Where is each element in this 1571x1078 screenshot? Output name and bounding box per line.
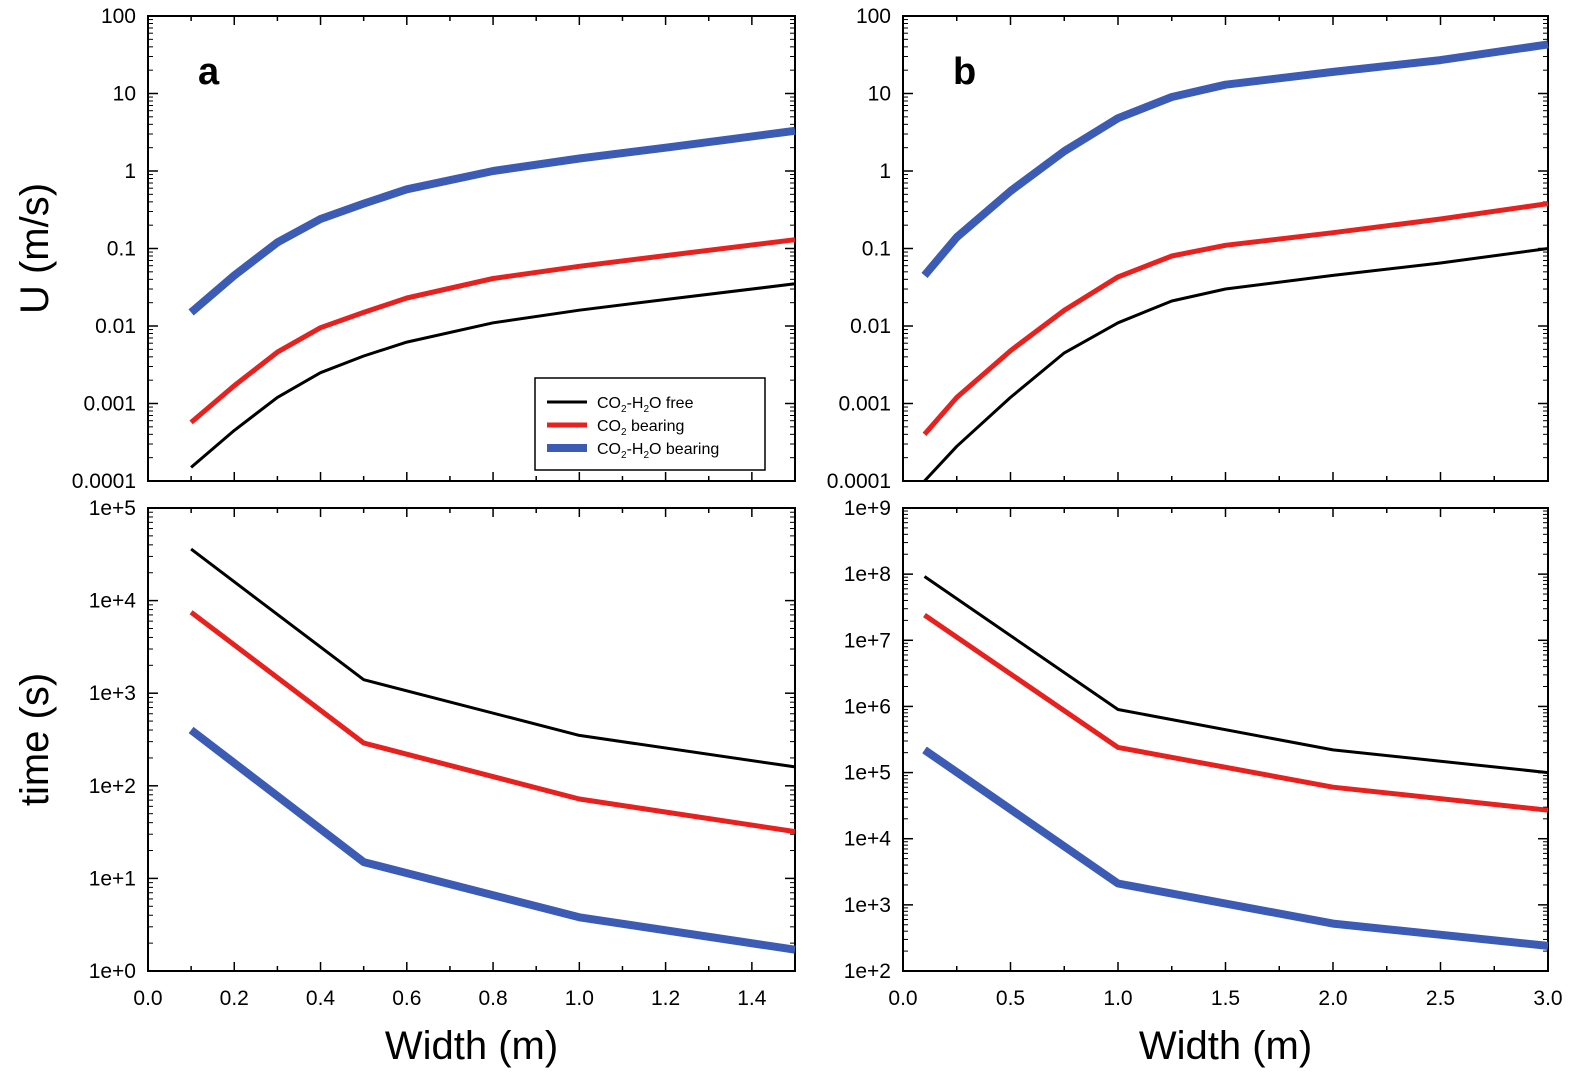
y-tick-label: 1e+5 <box>89 497 136 520</box>
y-tick-label: 1 <box>124 160 136 183</box>
series-line-co2h2o <box>921 40 1549 278</box>
y-tick-label: 100 <box>856 5 891 28</box>
y-tick-label: 1e+9 <box>844 497 891 520</box>
y-tick-label: 1e+7 <box>844 629 891 652</box>
legend-subscript: 2 <box>621 404 627 415</box>
x-tick-label: 0.0 <box>888 987 917 1010</box>
series-line-free <box>923 247 1549 483</box>
legend-subscript: 2 <box>621 427 627 438</box>
y-axis-title: time (s) <box>13 673 57 806</box>
legend-subscript: 2 <box>643 404 649 415</box>
y-tick-label: 10 <box>113 83 136 106</box>
y-tick-label: 1e+5 <box>844 762 891 785</box>
series-line-co2 <box>189 237 796 425</box>
x-tick-label: 1.5 <box>1211 987 1240 1010</box>
legend-text-part: CO <box>597 418 621 435</box>
y-axis-title: U (m/s) <box>13 183 57 314</box>
legend-text-part: CO <box>597 441 621 458</box>
y-tick-label: 100 <box>101 5 136 28</box>
legend-text-part: O bearing <box>649 441 719 458</box>
y-tick-label: 0.0001 <box>72 470 136 493</box>
legend-text-part: O free <box>649 395 694 412</box>
series-line-free <box>190 282 796 469</box>
series-line-free <box>190 547 796 769</box>
y-tick-label: 1e+3 <box>844 894 891 917</box>
panel-letter: a <box>198 51 220 93</box>
panel-letter: b <box>953 51 976 93</box>
y-tick-label: 1e+4 <box>89 590 137 613</box>
y-tick-label: 1e+3 <box>89 682 136 705</box>
panel-b-top: 0.0001 0.001 0.01 0.1 1 10 100 b <box>827 5 1549 493</box>
y-tick-label: 0.1 <box>107 238 136 261</box>
y-tick-label: 1e+8 <box>844 563 891 586</box>
y-tick-label: 1e+2 <box>89 775 136 798</box>
panel-b-bottom: 0.0 0.5 1.0 1.5 2.0 2.5 3.0 1e+2 1e+3 1e+4 1e+5 1e+… <box>844 497 1563 1068</box>
x-tick-label: 2.0 <box>1318 987 1347 1010</box>
x-tick-label: 1.4 <box>737 987 767 1010</box>
x-tick-label: 1.0 <box>565 987 594 1010</box>
legend-text-part: -H <box>627 441 644 458</box>
panel-a-bottom: 0.0 0.2 0.4 0.6 0.8 1.0 1.2 1.4 1e+0 1e+1 1e+2 1e+3… <box>13 497 796 1068</box>
x-axis-title: Width (m) <box>1139 1024 1312 1068</box>
legend-label-co2h2o: CO2-H2O bearing <box>597 441 719 461</box>
legend-text-part: -H <box>627 395 644 412</box>
x-tick-label: 0.0 <box>133 987 162 1010</box>
series-line-co2h2o <box>922 746 1549 950</box>
y-tick-label: 0.0001 <box>827 470 891 493</box>
legend-subscript: 2 <box>643 450 649 461</box>
series-line-co2h2o <box>188 126 796 316</box>
y-tick-label: 1 <box>879 160 891 183</box>
x-tick-label: 3.0 <box>1533 987 1562 1010</box>
y-tick-label: 0.001 <box>838 393 891 416</box>
y-tick-label: 1e+0 <box>89 960 136 983</box>
x-tick-label: 1.0 <box>1103 987 1132 1010</box>
x-tick-label: 0.8 <box>478 987 507 1010</box>
x-axis-title: Width (m) <box>385 1024 558 1068</box>
series-line-co2h2o <box>188 726 796 954</box>
y-tick-label: 10 <box>868 83 891 106</box>
legend-text-part: bearing <box>627 418 685 435</box>
y-tick-label: 0.01 <box>850 315 891 338</box>
x-tick-label: 1.2 <box>651 987 680 1010</box>
x-tick-label: 0.5 <box>996 987 1025 1010</box>
legend-subscript: 2 <box>621 450 627 461</box>
legend-label-free: CO2-H2O free <box>597 395 694 415</box>
series-line-free <box>923 575 1549 775</box>
y-tick-label: 1e+1 <box>89 867 136 890</box>
series-line-co2 <box>189 610 796 835</box>
x-tick-label: 2.5 <box>1426 987 1455 1010</box>
legend-text-part: CO <box>597 395 621 412</box>
y-tick-label: 1e+2 <box>844 960 891 983</box>
y-tick-label: 0.01 <box>95 315 136 338</box>
legend-label-co2: CO2 bearing <box>597 418 684 438</box>
series-line-co2 <box>922 201 1549 436</box>
y-tick-label: 0.1 <box>862 238 891 261</box>
y-tick-label: 1e+6 <box>844 695 891 718</box>
x-tick-label: 0.2 <box>220 987 249 1010</box>
series-line-co2 <box>923 613 1549 813</box>
panel-a-top: 0.0001 0.001 0.01 0.1 1 10 100 a U (m/s) <box>13 5 796 493</box>
plot-frame <box>147 507 796 972</box>
x-tick-label: 0.4 <box>306 987 336 1010</box>
y-tick-label: 1e+4 <box>844 828 892 851</box>
y-tick-label: 0.001 <box>83 393 136 416</box>
x-tick-label: 0.6 <box>392 987 421 1010</box>
